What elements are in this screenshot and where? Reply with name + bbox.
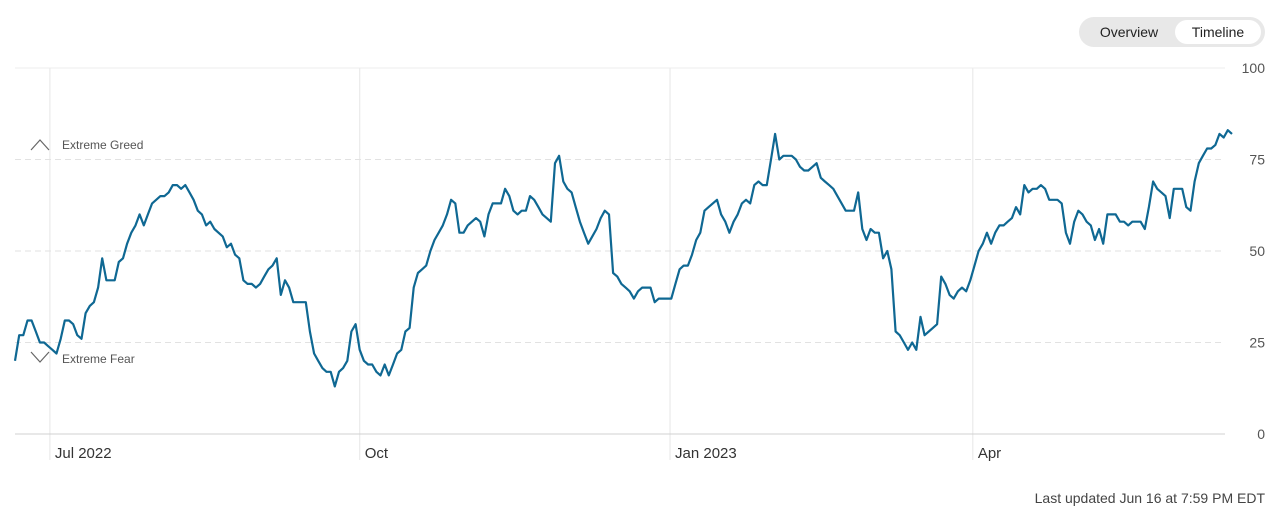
y-tick-label: 100 xyxy=(1242,60,1266,76)
last-updated: Last updated Jun 16 at 7:59 PM EDT xyxy=(1034,490,1265,506)
view-toggle: Overview Timeline xyxy=(1079,17,1265,47)
greed-icon xyxy=(30,139,50,151)
y-tick-label: 75 xyxy=(1249,152,1265,168)
overview-button[interactable]: Overview xyxy=(1099,24,1159,40)
x-tick-label: Jan 2023 xyxy=(675,445,737,462)
x-tick-label: Oct xyxy=(365,445,389,462)
y-tick-label: 0 xyxy=(1257,426,1265,442)
timeline-button[interactable]: Timeline xyxy=(1175,20,1261,44)
x-tick-label: Apr xyxy=(978,445,1001,462)
x-tick-label: Jul 2022 xyxy=(55,445,112,462)
annotation: Extreme Greed xyxy=(62,138,143,152)
y-tick-label: 25 xyxy=(1249,335,1265,351)
annotation: Extreme Fear xyxy=(62,352,135,366)
chart: Extreme Greed Extreme Fear 0 25 50 75 100 Jul… xyxy=(13,60,1266,462)
line-series xyxy=(13,129,1233,388)
fear-icon xyxy=(30,351,50,363)
y-tick-label: 50 xyxy=(1249,243,1265,259)
